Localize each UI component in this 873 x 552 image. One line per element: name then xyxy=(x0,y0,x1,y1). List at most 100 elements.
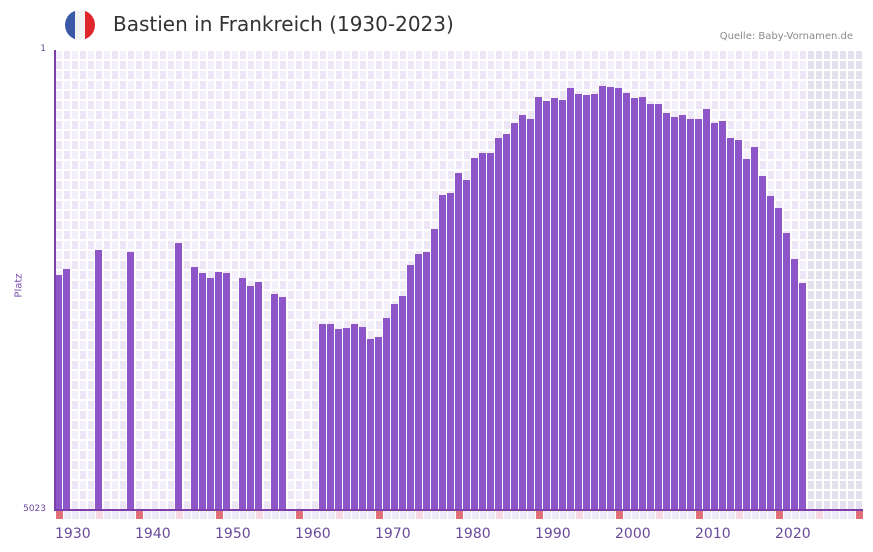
bar-1988 xyxy=(519,114,526,510)
year-marker xyxy=(480,511,487,519)
year-marker xyxy=(216,511,223,519)
x-tick-label: 1940 xyxy=(135,526,171,542)
bar-1977 xyxy=(431,228,438,510)
year-marker xyxy=(600,511,607,519)
y-axis-line xyxy=(54,50,56,510)
bar-1967 xyxy=(351,324,358,510)
year-marker xyxy=(232,511,239,519)
year-marker xyxy=(360,511,367,519)
y-tick-bottom: 5023 xyxy=(23,504,46,514)
year-marker xyxy=(816,511,823,519)
bar-2001 xyxy=(623,93,630,510)
bar-2010 xyxy=(695,118,702,510)
bar-1996 xyxy=(583,94,590,510)
bar-1976 xyxy=(423,251,430,510)
bar-2023 xyxy=(799,283,806,510)
bar-2013 xyxy=(719,120,726,510)
year-marker xyxy=(56,511,63,519)
year-marker xyxy=(608,511,615,519)
year-marker xyxy=(160,511,167,519)
year-marker xyxy=(720,511,727,519)
year-marker xyxy=(640,511,647,519)
year-marker xyxy=(72,511,79,519)
bar-2019 xyxy=(767,196,774,510)
x-tick-label: 1970 xyxy=(375,526,411,542)
bar-1954 xyxy=(247,285,254,510)
year-marker xyxy=(344,511,351,519)
year-marker xyxy=(688,511,695,519)
year-marker xyxy=(440,511,447,519)
bar-2006 xyxy=(663,112,670,510)
bar-1930 xyxy=(55,274,62,510)
year-marker xyxy=(400,511,407,519)
year-marker xyxy=(792,511,799,519)
year-marker xyxy=(328,511,335,519)
year-marker xyxy=(488,511,495,519)
year-marker xyxy=(112,511,119,519)
year-marker xyxy=(288,511,295,519)
year-marker xyxy=(120,511,127,519)
year-marker xyxy=(424,511,431,519)
bar-2002 xyxy=(631,97,638,510)
bar-2005 xyxy=(655,103,662,510)
year-marker xyxy=(144,511,151,519)
year-marker xyxy=(80,511,87,519)
year-marker xyxy=(472,511,479,519)
bar-1957 xyxy=(271,293,278,510)
year-marker xyxy=(128,511,135,519)
y-tick-top: 1 xyxy=(40,44,46,54)
year-marker xyxy=(272,511,279,519)
bar-1958 xyxy=(279,297,286,510)
year-marker xyxy=(776,511,783,519)
year-marker xyxy=(784,511,791,519)
year-marker xyxy=(184,511,191,519)
year-marker xyxy=(728,511,735,519)
bar-1964 xyxy=(327,324,334,510)
year-marker xyxy=(528,511,535,519)
bar-1980 xyxy=(455,172,462,510)
year-marker xyxy=(240,511,247,519)
bar-1950 xyxy=(215,271,222,510)
year-marker xyxy=(448,511,455,519)
bar-1973 xyxy=(399,295,406,510)
year-marker xyxy=(88,511,95,519)
year-marker xyxy=(624,511,631,519)
year-marker xyxy=(96,511,103,519)
bar-2022 xyxy=(791,258,798,510)
year-marker xyxy=(408,511,415,519)
year-marker xyxy=(376,511,383,519)
year-marker xyxy=(208,511,215,519)
year-marker xyxy=(800,511,807,519)
year-marker xyxy=(152,511,159,519)
year-marker xyxy=(560,511,567,519)
year-marker xyxy=(416,511,423,519)
flag-stripe-blue xyxy=(65,10,75,40)
bar-1978 xyxy=(439,195,446,510)
source-credit: Quelle: Baby-Vornamen.de xyxy=(719,31,853,42)
bar-1994 xyxy=(567,87,574,510)
year-marker xyxy=(712,511,719,519)
year-marker xyxy=(760,511,767,519)
year-marker xyxy=(368,511,375,519)
bar-1951 xyxy=(223,272,230,510)
bar-1945 xyxy=(175,242,182,510)
france-flag-icon xyxy=(65,10,95,40)
bar-1995 xyxy=(575,94,582,510)
year-marker xyxy=(264,511,271,519)
year-marker xyxy=(304,511,311,519)
x-tick-label: 2010 xyxy=(695,526,731,542)
bar-1953 xyxy=(239,277,246,510)
bar-1935 xyxy=(95,249,102,510)
year-marker xyxy=(384,511,391,519)
year-marker xyxy=(312,511,319,519)
bar-1991 xyxy=(543,101,550,510)
bar-1966 xyxy=(343,327,350,510)
year-marker xyxy=(352,511,359,519)
bar-1970 xyxy=(375,336,382,510)
x-tick-label: 2020 xyxy=(775,526,811,542)
flag-stripe-white xyxy=(75,10,85,40)
bar-1985 xyxy=(495,137,502,510)
x-tick-label: 1980 xyxy=(455,526,491,542)
bar-1986 xyxy=(503,133,510,510)
bar-1971 xyxy=(383,318,390,510)
